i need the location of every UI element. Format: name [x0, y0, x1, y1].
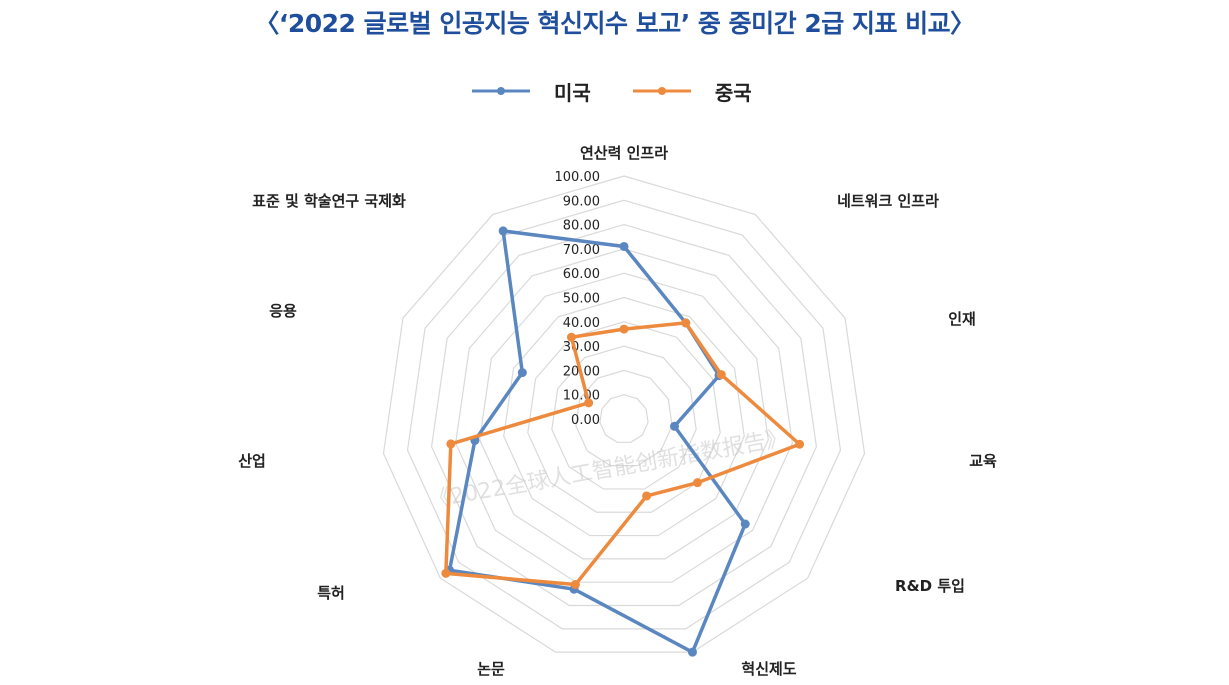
axis-label: 교육 — [969, 452, 997, 470]
axis-label: 표준 및 학술연구 국제화 — [252, 192, 406, 210]
chart-title: 〈‘2022 글로벌 인공지능 혁신지수 보고’ 중 중미간 2급 지표 비교〉 — [254, 9, 975, 38]
tick-label: 10.00 — [563, 389, 600, 404]
grid-ring — [430, 223, 818, 607]
tick-label: 100.00 — [555, 170, 601, 185]
axis-label: 응용 — [269, 302, 297, 320]
data-point-usa — [687, 647, 697, 657]
data-point-china — [441, 568, 451, 578]
radar-series — [441, 226, 805, 657]
data-point-china — [716, 370, 726, 380]
axis-label: 연산력 인프라 — [580, 144, 668, 162]
tick-label: 90.00 — [563, 194, 600, 209]
grid-ring — [406, 199, 842, 630]
tick-label: 30.00 — [563, 340, 600, 355]
data-point-usa — [670, 421, 680, 431]
grid-ring — [455, 248, 793, 583]
legend-label-usa: 미국 — [554, 80, 591, 105]
series-line-usa — [447, 229, 747, 654]
tick-label: 80.00 — [563, 219, 600, 234]
tick-label: 0.00 — [571, 413, 600, 428]
data-point-china — [584, 398, 594, 408]
series-china — [441, 318, 805, 590]
data-point-usa — [498, 226, 508, 236]
data-point-china — [681, 318, 691, 328]
data-point-china — [446, 439, 456, 449]
data-point-usa — [619, 241, 629, 251]
grid-ring — [382, 175, 866, 653]
axis-label: 산업 — [238, 452, 266, 470]
tick-label: 60.00 — [563, 267, 600, 282]
data-point-china — [570, 580, 580, 590]
data-point-china — [795, 439, 805, 449]
data-point-china — [619, 324, 629, 334]
legend-label-china: 중국 — [714, 80, 752, 105]
axis-label: R&D 투입 — [895, 577, 965, 595]
data-point-china — [642, 491, 652, 501]
tick-label: 70.00 — [563, 243, 600, 258]
grid-ring — [527, 321, 721, 513]
radar-grid — [382, 175, 866, 653]
grid-ring — [551, 345, 697, 490]
axis-label: 논문 — [477, 660, 505, 678]
radial-tick-labels: 0.0010.0020.0030.0040.0050.0060.0070.008… — [555, 170, 601, 428]
grid-ring — [599, 394, 649, 443]
tick-label: 50.00 — [563, 292, 600, 307]
data-point-china — [692, 478, 702, 488]
axis-label: 특허 — [317, 584, 345, 602]
data-point-china — [566, 332, 576, 342]
tick-label: 40.00 — [563, 316, 600, 331]
axis-label: 네트워크 인프라 — [837, 192, 939, 210]
data-point-usa — [517, 368, 527, 378]
series-line-china — [444, 321, 802, 587]
axis-label: 혁신제도 — [741, 660, 796, 678]
legend-swatch-usa — [472, 87, 530, 95]
legend-item-china: 중국 — [631, 76, 752, 106]
axis-label: 인재 — [948, 310, 976, 328]
grid-ring — [479, 272, 769, 560]
legend-swatch-china — [632, 87, 691, 95]
legend: 미국 중국 — [470, 74, 792, 108]
grid-ring — [575, 369, 673, 467]
data-point-usa — [740, 519, 750, 529]
legend-item-usa: 미국 — [470, 76, 591, 106]
